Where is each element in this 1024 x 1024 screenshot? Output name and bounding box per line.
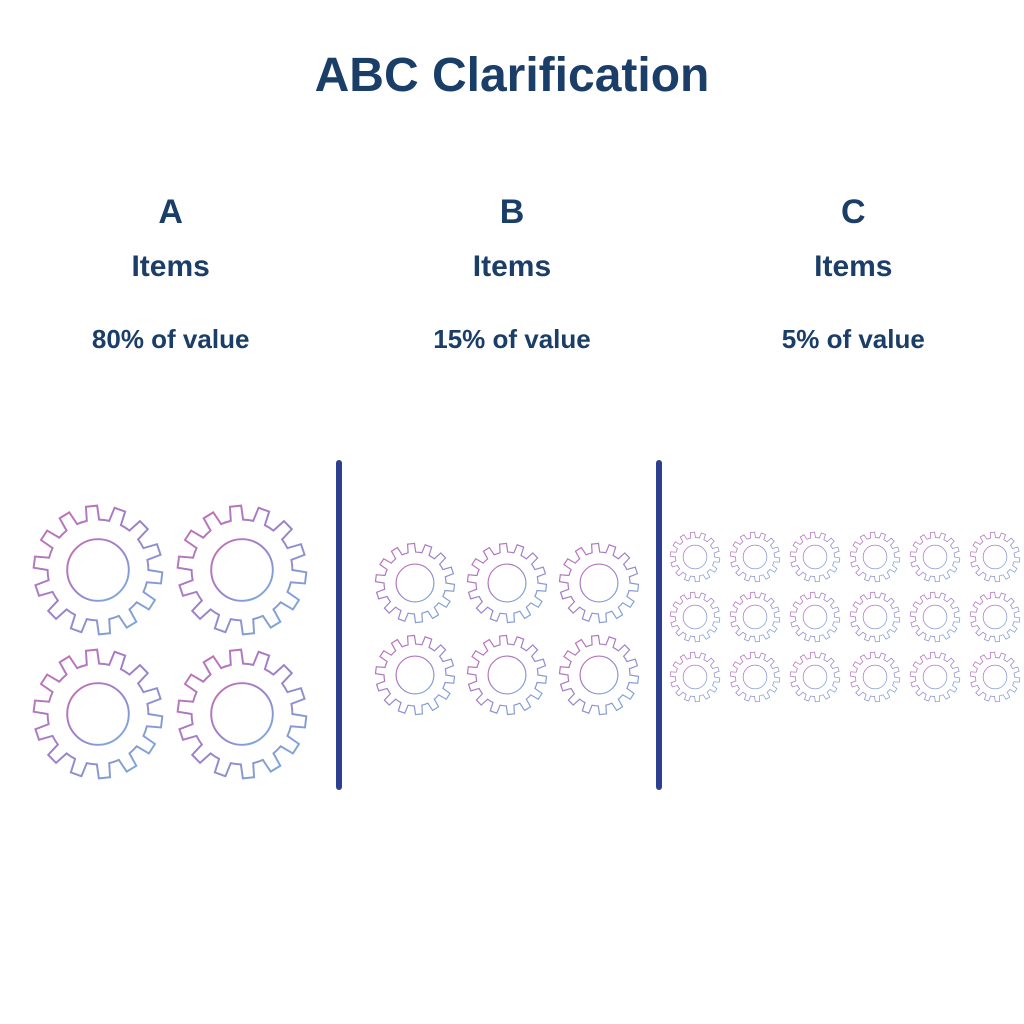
gear-icon [668,650,722,704]
col-items-b: Items [473,250,551,284]
gear-icon [556,632,642,718]
gear-icon [372,540,458,626]
col-items-c: Items [814,250,892,284]
gear-icon [788,530,842,584]
gear-icon [464,632,550,718]
gear-icon [728,590,782,644]
gear-icon [908,590,962,644]
columns-row: A Items 80% of value B Items 15% of valu… [0,193,1024,355]
column-b: B Items 15% of value [341,193,682,355]
gear-icon [788,590,842,644]
gear-icon [172,500,312,640]
col-items-a: Items [131,250,209,284]
gear-icon [788,650,842,704]
gear-icon [668,590,722,644]
gear-icon [668,530,722,584]
gear-icon [556,540,642,626]
col-letter-b: B [500,193,525,232]
col-value-a: 80% of value [92,324,250,355]
gear-group-a [28,500,312,784]
main-title: ABC Clarification [0,0,1024,103]
gear-icon [172,644,312,784]
gear-icon [28,500,168,640]
gear-icon [848,530,902,584]
gear-icon [728,650,782,704]
gear-icon [848,590,902,644]
column-c: C Items 5% of value [683,193,1024,355]
gear-icon [372,632,458,718]
gear-icon [28,644,168,784]
gear-group-b [372,540,642,718]
gear-area [0,500,1024,900]
gear-icon [968,590,1022,644]
col-value-c: 5% of value [782,324,925,355]
col-letter-a: A [158,193,183,232]
gear-icon [908,530,962,584]
column-a: A Items 80% of value [0,193,341,355]
gear-icon [968,650,1022,704]
col-value-b: 15% of value [433,324,591,355]
gear-icon [464,540,550,626]
gear-icon [968,530,1022,584]
gear-icon [848,650,902,704]
gear-group-c [668,530,1022,704]
col-letter-c: C [841,193,866,232]
gear-icon [728,530,782,584]
infographic-container: ABC Clarification A Items 80% of value B… [0,0,1024,1024]
gear-icon [908,650,962,704]
